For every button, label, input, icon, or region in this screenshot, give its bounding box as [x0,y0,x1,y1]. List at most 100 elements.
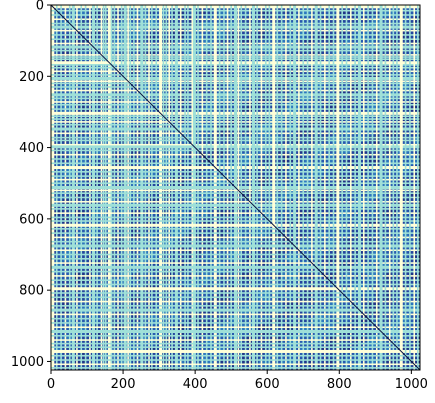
heatmap-cell [125,136,133,143]
heatmap-cell [85,330,92,337]
heatmap-cell [310,181,317,188]
heatmap-cell [97,318,104,325]
y-tick-label: 1000 [11,355,44,370]
heatmap-cell [183,107,190,114]
heatmap-cell [391,233,398,240]
heatmap-cell [310,33,317,40]
horizontal-band [51,212,420,214]
heatmap-cell [345,318,352,325]
horizontal-band [51,346,420,348]
heatmap-cell [229,341,236,348]
heatmap-cell [264,136,271,143]
heatmap-cell [275,136,282,143]
heatmap-cell [368,250,375,257]
heatmap-cell [327,261,334,268]
heatmap-cell [200,181,207,188]
heatmap-cell [345,250,352,257]
horizontal-band [51,330,420,334]
heatmap-cell [218,312,225,319]
heatmap-cell [316,193,323,200]
heatmap-cell [206,312,213,319]
heatmap-cell [229,136,236,143]
heatmap-cell [218,244,225,251]
heatmap-cell [298,216,305,223]
heatmap-cell [79,335,86,342]
heatmap-cell [275,158,282,165]
heatmap-cell [131,22,138,29]
heatmap-cell [183,158,190,165]
heatmap-cell [298,267,305,274]
heatmap-cell [85,312,92,319]
heatmap-cell [56,233,63,240]
heatmap-cell [120,50,127,57]
heatmap-cell [362,22,369,29]
heatmap-cell [385,216,392,223]
heatmap-cell [310,170,317,177]
heatmap-cell [275,84,282,91]
heatmap-cell [408,170,415,177]
horizontal-band [51,270,420,273]
heatmap-cell [143,330,150,337]
heatmap-cell [385,107,392,114]
heatmap-cell [252,73,259,80]
heatmap-cell [264,250,271,257]
heatmap-cell [293,330,300,337]
heatmap-cell [281,227,288,234]
heatmap-cell [206,50,213,57]
heatmap-cell [350,278,357,285]
heatmap-cell [125,107,133,114]
heatmap-cell [85,193,92,200]
heatmap-cell [218,341,225,348]
heatmap-cell [241,267,248,274]
heatmap-cell [56,204,63,211]
heatmap-cell [154,22,161,29]
heatmap-cell [345,181,352,188]
heatmap-cell [368,216,375,223]
heatmap-cell [316,318,323,325]
heatmap-cell [293,181,300,188]
heatmap-cell [316,158,323,165]
heatmap-cell [183,318,190,325]
heatmap-cell [275,358,282,365]
horizontal-band [51,257,420,260]
heatmap-cell [154,181,161,188]
heatmap-cell [379,107,386,114]
vertical-band [244,5,247,370]
heatmap-cell [200,216,207,223]
heatmap-cell [275,50,282,57]
heatmap-cell [362,261,369,268]
heatmap-cell [275,261,282,268]
heatmap-cell [97,73,104,80]
heatmap-cell [85,295,92,302]
heatmap-cell [85,170,92,177]
heatmap-cell [229,261,236,268]
heatmap-cell [97,136,104,143]
heatmap-cell [350,153,357,160]
heatmap-cell [143,216,150,223]
horizontal-band [51,244,420,248]
heatmap-cell [252,158,259,165]
heatmap-cell [206,170,213,177]
heatmap-cell [154,335,161,342]
heatmap-cell [368,158,375,165]
heatmap-cell [350,227,357,234]
heatmap-cell [218,330,225,337]
heatmap-cell [200,244,207,251]
heatmap-cell [97,170,104,177]
heatmap-cell [350,261,357,268]
heatmap-cell [310,50,317,57]
heatmap-cell [154,204,161,211]
heatmap-cell [391,244,398,251]
heatmap-cell [241,216,248,223]
heatmap-cell [293,216,300,223]
heatmap-cell [281,216,288,223]
vertical-band [350,5,352,370]
heatmap-cell [79,278,86,285]
heatmap-cell [408,330,415,337]
heatmap-cell [362,181,369,188]
heatmap-cell [408,96,415,103]
heatmap-cell [350,96,357,103]
heatmap-cell [350,330,357,337]
heatmap-cell [345,358,352,365]
heatmap-cell [97,267,104,274]
